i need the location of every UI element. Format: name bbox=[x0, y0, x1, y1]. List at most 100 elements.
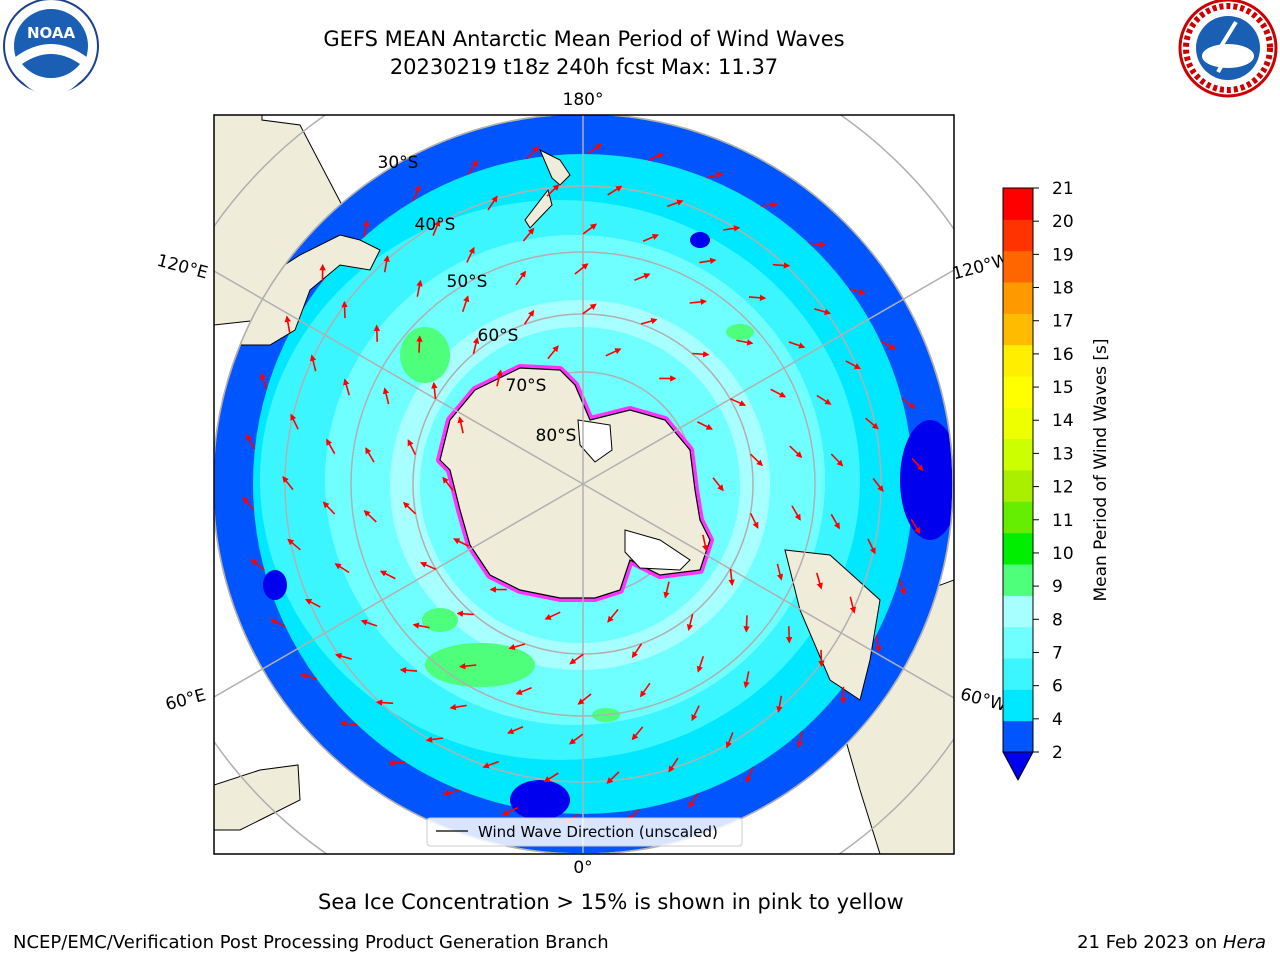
wind-wave-arrow bbox=[379, 570, 396, 580]
wind-wave-arrow bbox=[663, 581, 670, 599]
wind-wave-arrow bbox=[442, 789, 460, 796]
colorbar-segment bbox=[1003, 438, 1033, 471]
wind-wave-arrow bbox=[419, 561, 437, 571]
wind-wave-arrow bbox=[547, 345, 559, 360]
lon-label-0: 0° bbox=[573, 858, 592, 878]
antarctica bbox=[436, 364, 714, 602]
colorbar-segment bbox=[1003, 313, 1033, 346]
legend-label: Wind Wave Direction (unscaled) bbox=[478, 823, 718, 841]
colorbar-tick-label: 12 bbox=[1052, 478, 1074, 498]
wind-wave-arrow bbox=[606, 771, 620, 784]
wind-wave-arrow bbox=[729, 397, 747, 407]
wind-wave-arrow bbox=[748, 294, 767, 301]
wind-wave-arrow bbox=[431, 381, 438, 400]
wind-wave-arrow bbox=[691, 705, 700, 722]
wind-wave-arrow bbox=[569, 653, 584, 665]
colorbar-tick-label: 10 bbox=[1052, 544, 1074, 564]
wind-wave-arrow bbox=[697, 421, 713, 430]
wind-wave-arrow bbox=[334, 563, 350, 574]
wind-wave-arrow bbox=[363, 510, 377, 523]
wind-wave-arrow bbox=[745, 766, 754, 784]
lat-label-70s: 70°S bbox=[506, 376, 547, 396]
wind-wave-arrow bbox=[631, 726, 644, 741]
wind-wave-arrow bbox=[425, 736, 444, 743]
wind-wave-arrow bbox=[814, 308, 832, 315]
colorbar-segment bbox=[1003, 219, 1033, 252]
wind-wave-arrow bbox=[743, 671, 750, 689]
wind-wave-arrow bbox=[466, 246, 475, 263]
wind-wave-arrow bbox=[523, 309, 535, 325]
wind-wave-arrow bbox=[402, 501, 417, 515]
wind-wave-arrow bbox=[760, 201, 779, 209]
wind-wave-arrow bbox=[770, 388, 787, 398]
wind-wave-arrow bbox=[728, 568, 735, 587]
wind-wave-arrow bbox=[872, 477, 884, 493]
wind-wave-arrow bbox=[461, 295, 470, 312]
wind-wave-arrow bbox=[686, 614, 694, 631]
wind-wave-arrow bbox=[546, 184, 560, 197]
wind-wave-arrow bbox=[526, 146, 539, 160]
colorbar-tick-label: 2 bbox=[1052, 743, 1063, 763]
wind-wave-arrow bbox=[363, 219, 370, 237]
wind-wave-arrow bbox=[459, 662, 477, 670]
wind-wave-arrow bbox=[712, 477, 724, 492]
lon-label-60e: 60°E bbox=[163, 685, 208, 715]
wind-wave-arrow bbox=[910, 518, 921, 535]
colorbar-tick-label: 17 bbox=[1052, 312, 1074, 332]
wind-wave-arrow bbox=[845, 360, 861, 370]
wind-wave-arrow bbox=[808, 241, 827, 248]
wind-wave-arrow bbox=[432, 219, 441, 236]
map-subtitle: 20230219 t18z 240h fcst Max: 11.37 bbox=[389, 55, 779, 79]
wind-wave-arrow bbox=[736, 339, 754, 346]
wind-wave-arrow bbox=[692, 351, 710, 358]
wind-wave-arrow bbox=[816, 572, 823, 590]
longitude-gridlines bbox=[214, 115, 954, 854]
colorbar-tick-label: 21 bbox=[1052, 179, 1074, 199]
colorbar-tick-label: 20 bbox=[1052, 212, 1074, 232]
footer-date-text: 21 Feb 2023 on bbox=[1077, 932, 1223, 953]
lon-label-60w: 60°W bbox=[958, 684, 1009, 716]
wind-wave-arrow bbox=[305, 598, 321, 608]
lat-label-30s: 30°S bbox=[378, 153, 419, 173]
wind-wave-arrow bbox=[631, 643, 643, 659]
wind-wave-arrow bbox=[544, 611, 561, 620]
wind-wave-arrow bbox=[699, 257, 717, 265]
wind-wave-arrow bbox=[416, 335, 423, 353]
wind-wave-arrow bbox=[482, 760, 499, 769]
wind-wave-arrow bbox=[648, 152, 664, 162]
wind-wave-arrow bbox=[749, 512, 759, 529]
colorbar-segment bbox=[1003, 626, 1033, 659]
wind-wave-arrow bbox=[334, 653, 352, 660]
wind-wave-arrow bbox=[796, 731, 803, 749]
wind-wave-arrow bbox=[901, 397, 916, 409]
wind-wave-arrow bbox=[300, 672, 317, 680]
wind-wave-arrow bbox=[880, 340, 896, 350]
wind-wave-arrow bbox=[776, 563, 784, 581]
wind-wave-arrow bbox=[309, 354, 317, 372]
wind-wave-arrow bbox=[522, 227, 535, 242]
colorbar-segment bbox=[1003, 407, 1033, 440]
colorbar-segment bbox=[1003, 658, 1033, 690]
wind-wave-arrow bbox=[605, 348, 622, 357]
wind-wave-arrow bbox=[722, 225, 741, 232]
lon-label-120e: 120°E bbox=[155, 251, 210, 284]
wind-wave-arrow bbox=[749, 453, 764, 467]
wind-wave-arrow bbox=[242, 496, 255, 511]
wind-wave-arrow bbox=[574, 263, 589, 275]
colorbar-label: Mean Period of Wind Waves [s] bbox=[1091, 338, 1111, 601]
map-legend: Wind Wave Direction (unscaled) bbox=[426, 817, 743, 847]
colorbar-tick-label: 15 bbox=[1052, 378, 1074, 398]
colorbar-segment bbox=[1003, 250, 1033, 283]
sea-ice-note: Sea Ice Concentration > 15% is shown in … bbox=[318, 890, 904, 914]
wind-wave-arrow bbox=[487, 195, 498, 211]
wind-wave-arrow bbox=[456, 610, 474, 617]
colorbar-segment bbox=[1003, 720, 1033, 753]
wind-wave-arrow bbox=[515, 687, 532, 695]
colorbar-tick-label: 13 bbox=[1052, 444, 1074, 464]
wind-wave-arrow bbox=[849, 596, 857, 614]
lon-label-120w: 120°W bbox=[950, 250, 1011, 284]
wind-wave-arrow bbox=[875, 635, 882, 653]
wind-wave-arrow bbox=[412, 184, 421, 202]
wind-wave-arrow bbox=[502, 806, 518, 816]
